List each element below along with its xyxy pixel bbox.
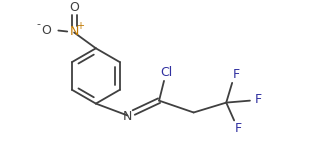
Text: N: N (69, 25, 79, 38)
Text: +: + (76, 21, 84, 31)
Text: O: O (69, 1, 79, 14)
Text: Cl: Cl (160, 66, 172, 79)
Text: O: O (42, 24, 51, 37)
Text: -: - (37, 20, 41, 30)
Text: F: F (233, 68, 240, 81)
Text: F: F (235, 122, 242, 135)
Text: N: N (123, 110, 132, 123)
Text: F: F (254, 93, 261, 106)
